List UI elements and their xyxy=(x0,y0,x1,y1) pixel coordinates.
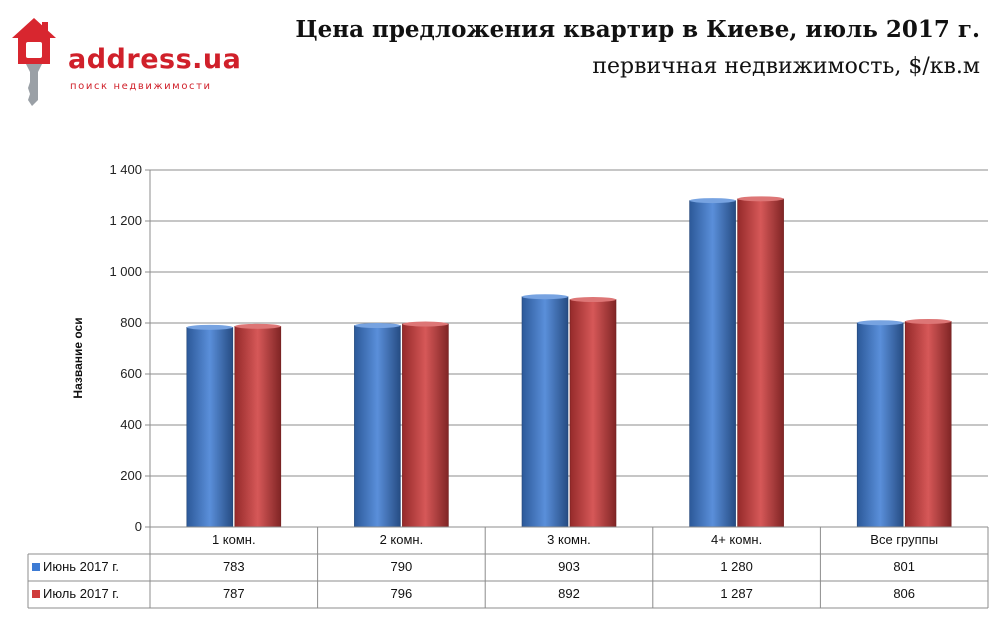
data-label: 1 287 xyxy=(720,586,753,601)
bar xyxy=(569,299,617,528)
legend-label: Июнь 2017 г. xyxy=(43,559,119,574)
legend-entry: Июнь 2017 г. xyxy=(32,554,148,580)
data-label: 801 xyxy=(893,559,916,574)
data-label: 787 xyxy=(222,586,245,601)
data-label: 796 xyxy=(390,586,413,601)
data-label: 892 xyxy=(558,586,580,601)
bar-top xyxy=(402,321,449,327)
y-tick-label: 400 xyxy=(120,417,142,432)
bar-top xyxy=(857,320,904,326)
y-tick-label: 800 xyxy=(120,315,142,330)
bar-top xyxy=(905,318,952,324)
bar-top xyxy=(570,297,616,303)
bar xyxy=(402,323,449,528)
bar xyxy=(856,322,904,528)
bar xyxy=(234,326,282,528)
x-tick-label: 3 комн. xyxy=(547,532,591,547)
house-key-icon xyxy=(12,18,56,106)
legend-swatch xyxy=(32,590,40,598)
y-tick-label: 1 000 xyxy=(109,264,142,279)
y-tick-label: 200 xyxy=(120,468,142,483)
y-tick-label: 0 xyxy=(134,519,142,534)
data-label: 1 280 xyxy=(720,559,753,574)
legend-swatch xyxy=(32,563,40,571)
y-tick-label: 1 400 xyxy=(109,162,142,177)
data-label: 783 xyxy=(222,559,245,574)
bar-top xyxy=(522,294,568,300)
bar-top xyxy=(186,324,233,330)
logo-text: address.ua xyxy=(68,44,242,75)
bar xyxy=(689,200,736,528)
x-tick-label: 2 комн. xyxy=(379,532,424,547)
bar-top xyxy=(234,323,281,329)
bar-top xyxy=(354,323,401,329)
x-tick-label: Все группы xyxy=(870,532,939,547)
bar xyxy=(521,296,569,528)
bar xyxy=(904,321,952,528)
x-tick-label: 1 комн. xyxy=(211,532,256,547)
bar xyxy=(354,325,401,528)
chart-subtitle: первичная недвижимость, $/кв.м xyxy=(592,54,980,79)
bar xyxy=(186,327,234,528)
chart-title: Цена предложения квартир в Киеве, июль 2… xyxy=(295,16,980,43)
logo-subtext: поиск недвижимости xyxy=(70,81,212,92)
bar xyxy=(737,198,784,528)
data-label: 903 xyxy=(558,559,580,574)
address-logo: address.ua поиск недвижимости xyxy=(8,14,241,106)
x-tick-label: 4+ комн. xyxy=(710,532,763,547)
legend-label: Июль 2017 г. xyxy=(43,586,120,601)
bar-top xyxy=(689,198,736,204)
bar-top xyxy=(737,196,784,202)
data-label: 790 xyxy=(390,559,413,574)
data-label: 806 xyxy=(893,586,916,601)
y-tick-label: 600 xyxy=(120,366,142,381)
legend-entry: Июль 2017 г. xyxy=(32,581,148,607)
y-tick-label: 1 200 xyxy=(109,213,142,228)
